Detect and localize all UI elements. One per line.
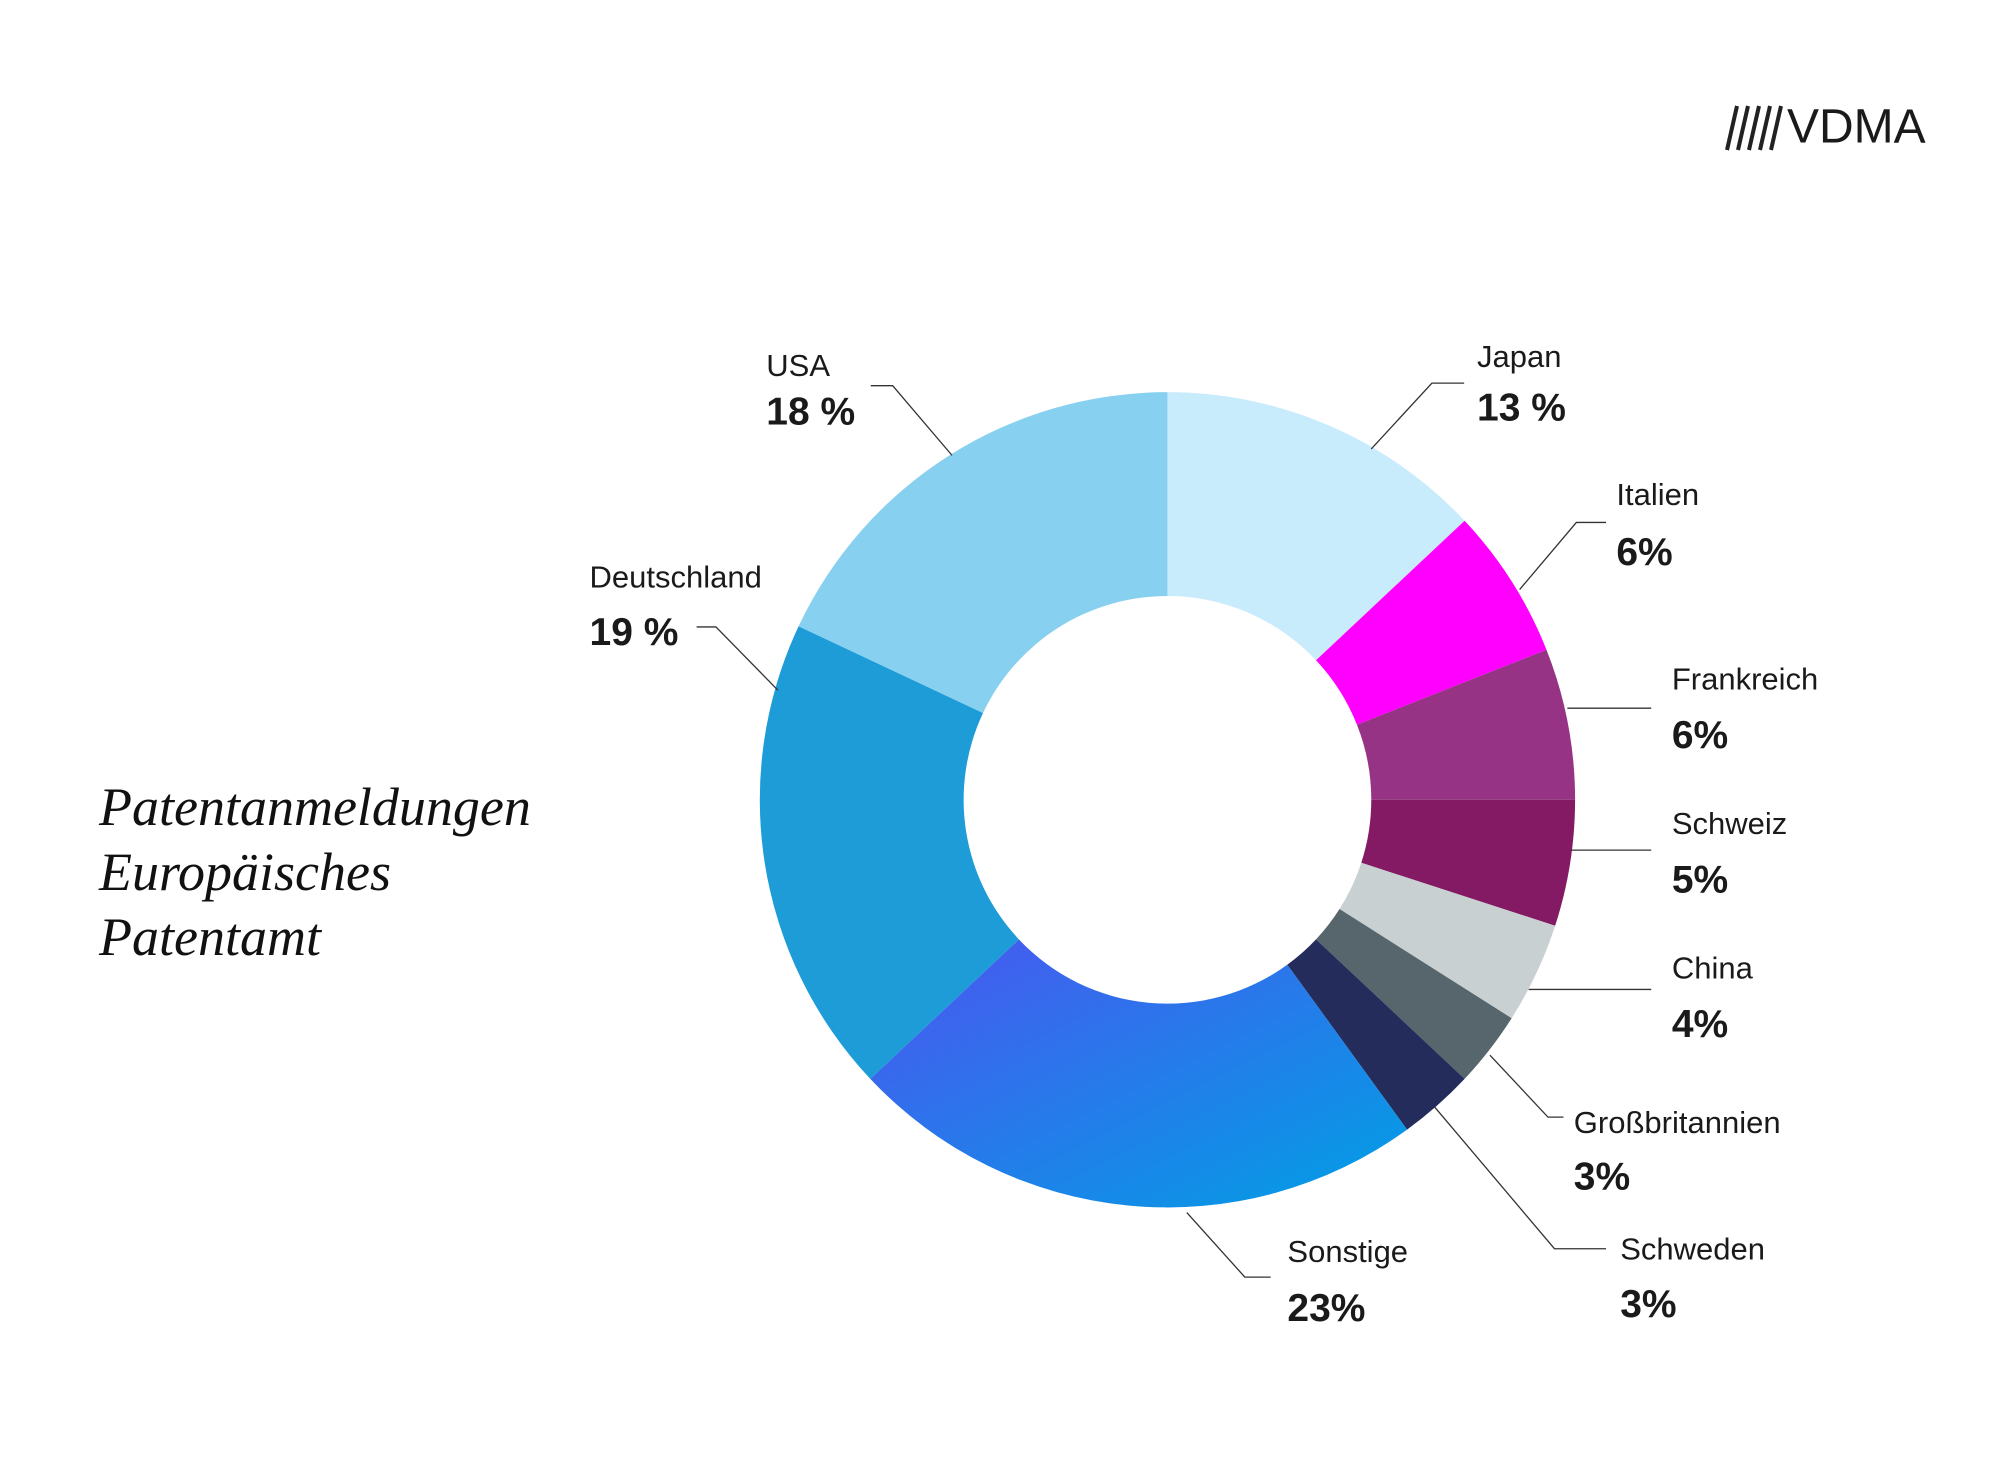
category-label: Großbritannien (1574, 1105, 1781, 1140)
value-label: 3% (1574, 1155, 1630, 1198)
leader-line (697, 627, 778, 690)
value-label: 5% (1672, 859, 1728, 902)
value-label: 23% (1287, 1287, 1365, 1330)
category-label: Schweiz (1672, 806, 1787, 841)
value-label: 6% (1616, 531, 1672, 574)
value-label: 4% (1672, 1003, 1728, 1046)
value-label: 19 % (590, 611, 679, 654)
logo-mark (1727, 106, 1781, 150)
leader-line (1187, 1213, 1271, 1278)
category-label: Sonstige (1287, 1234, 1408, 1269)
value-label: 6% (1672, 714, 1728, 757)
leader-line (871, 386, 952, 456)
leader-line (1520, 522, 1606, 589)
category-label: Italien (1616, 477, 1699, 512)
logo: VDMA (1787, 101, 1926, 154)
category-label: Deutschland (590, 559, 762, 594)
value-label: 13 % (1477, 387, 1566, 430)
leader-line (1371, 383, 1464, 449)
value-label: 18 % (766, 390, 855, 433)
leader-line (1490, 1055, 1564, 1117)
value-label: 3% (1620, 1283, 1676, 1326)
category-label: USA (766, 348, 830, 383)
category-label: China (1672, 950, 1754, 985)
category-label: Frankreich (1672, 661, 1818, 696)
category-label: Schweden (1620, 1231, 1765, 1266)
category-label: Japan (1477, 339, 1561, 374)
